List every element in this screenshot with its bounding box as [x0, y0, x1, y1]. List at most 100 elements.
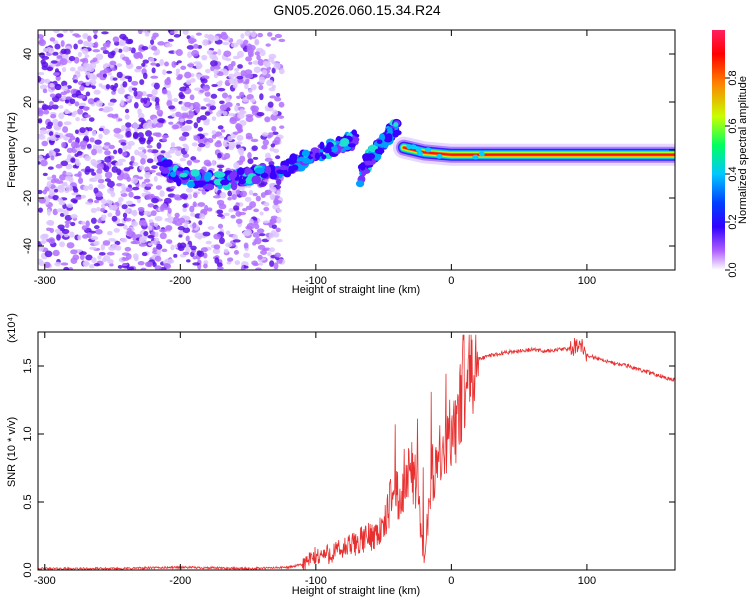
noise-blob	[122, 212, 128, 218]
noise-blob	[38, 52, 46, 58]
noise-blob	[134, 234, 143, 238]
noise-blob	[158, 113, 163, 117]
noise-blob	[104, 203, 109, 207]
noise-blob	[47, 121, 54, 127]
noise-blob	[243, 265, 249, 269]
noise-blob	[214, 141, 223, 148]
noise-blob	[46, 227, 52, 232]
noise-blob	[244, 30, 252, 37]
noise-blob	[200, 78, 208, 84]
noise-blob	[150, 62, 157, 66]
noise-blob	[166, 70, 173, 74]
noise-blob	[38, 207, 43, 213]
noise-blob	[184, 71, 192, 79]
noise-blob	[116, 63, 123, 67]
noise-blob	[59, 58, 68, 66]
noise-blob	[88, 117, 95, 122]
noise-blob	[59, 241, 65, 248]
noise-blob	[153, 82, 160, 90]
noise-blob	[84, 106, 90, 110]
y-tick-label: -20	[22, 190, 34, 206]
noise-blob	[60, 160, 69, 167]
noise-blob	[131, 177, 139, 184]
noise-blob	[182, 203, 188, 208]
noise-blob	[93, 89, 101, 95]
noise-blob	[243, 39, 249, 45]
noise-blob	[213, 65, 221, 70]
noise-blob	[90, 62, 97, 69]
noise-blob	[262, 220, 271, 224]
noise-blob	[185, 235, 190, 242]
noise-blob	[216, 199, 225, 206]
noise-blob	[113, 132, 121, 138]
snr-xlabel: Height of straight line (km)	[292, 585, 420, 597]
noise-blob	[58, 112, 65, 120]
noise-blob	[39, 84, 48, 90]
noise-blob	[144, 178, 151, 183]
noise-blob	[100, 207, 106, 213]
noise-blob	[168, 105, 176, 110]
noise-blob	[225, 230, 231, 235]
noise-blob	[85, 220, 90, 228]
noise-blob	[155, 63, 161, 67]
noise-blob	[117, 87, 125, 95]
noise-blob	[230, 214, 236, 219]
noise-blob	[260, 192, 266, 198]
noise-blob	[98, 133, 103, 139]
noise-blob	[246, 47, 254, 54]
signal-blob	[314, 152, 321, 161]
x-tick-label: 100	[578, 575, 596, 587]
noise-blob	[132, 131, 139, 139]
y-tick-label: -40	[22, 238, 34, 254]
carrier-blob	[410, 144, 417, 150]
noise-blob	[225, 82, 231, 87]
noise-blob	[212, 35, 220, 42]
noise-blob	[212, 248, 221, 255]
noise-blob	[207, 226, 215, 230]
noise-blob	[126, 229, 134, 236]
noise-blob	[56, 33, 64, 38]
noise-blob	[53, 30, 60, 34]
noise-blob	[203, 263, 208, 269]
noise-blob	[216, 266, 224, 270]
noise-blob	[87, 127, 93, 132]
noise-blob	[42, 79, 48, 83]
spectrogram-marks	[38, 30, 675, 270]
y-tick-label: 0.0	[22, 562, 34, 577]
noise-blob	[93, 225, 100, 230]
noise-blob	[111, 243, 118, 248]
noise-blob	[52, 72, 60, 76]
noise-blob	[77, 177, 84, 184]
noise-blob	[165, 239, 173, 244]
carrier-blob	[415, 146, 422, 152]
noise-blob	[276, 216, 282, 224]
noise-blob	[266, 134, 272, 139]
noise-blob	[170, 142, 176, 148]
noise-blob	[211, 134, 217, 139]
noise-blob	[112, 149, 118, 155]
noise-blob	[272, 231, 280, 238]
noise-blob	[177, 217, 186, 224]
noise-blob	[274, 33, 282, 39]
noise-blob	[153, 222, 159, 227]
noise-blob	[43, 109, 50, 115]
noise-blob	[133, 195, 141, 200]
noise-blob	[279, 125, 285, 129]
signal-blob	[359, 162, 366, 171]
noise-blob	[139, 165, 145, 171]
noise-blob	[98, 127, 104, 132]
y-tick-label: 40	[22, 48, 34, 60]
noise-blob	[235, 218, 243, 224]
noise-blob	[173, 253, 178, 258]
noise-blob	[150, 240, 157, 245]
noise-blob	[103, 128, 110, 135]
noise-blob	[91, 257, 97, 264]
noise-blob	[151, 89, 158, 96]
noise-blob	[46, 66, 54, 72]
noise-blob	[117, 118, 123, 122]
noise-blob	[176, 76, 183, 81]
noise-blob	[245, 115, 254, 123]
noise-blob	[38, 39, 47, 47]
noise-blob	[233, 205, 240, 211]
